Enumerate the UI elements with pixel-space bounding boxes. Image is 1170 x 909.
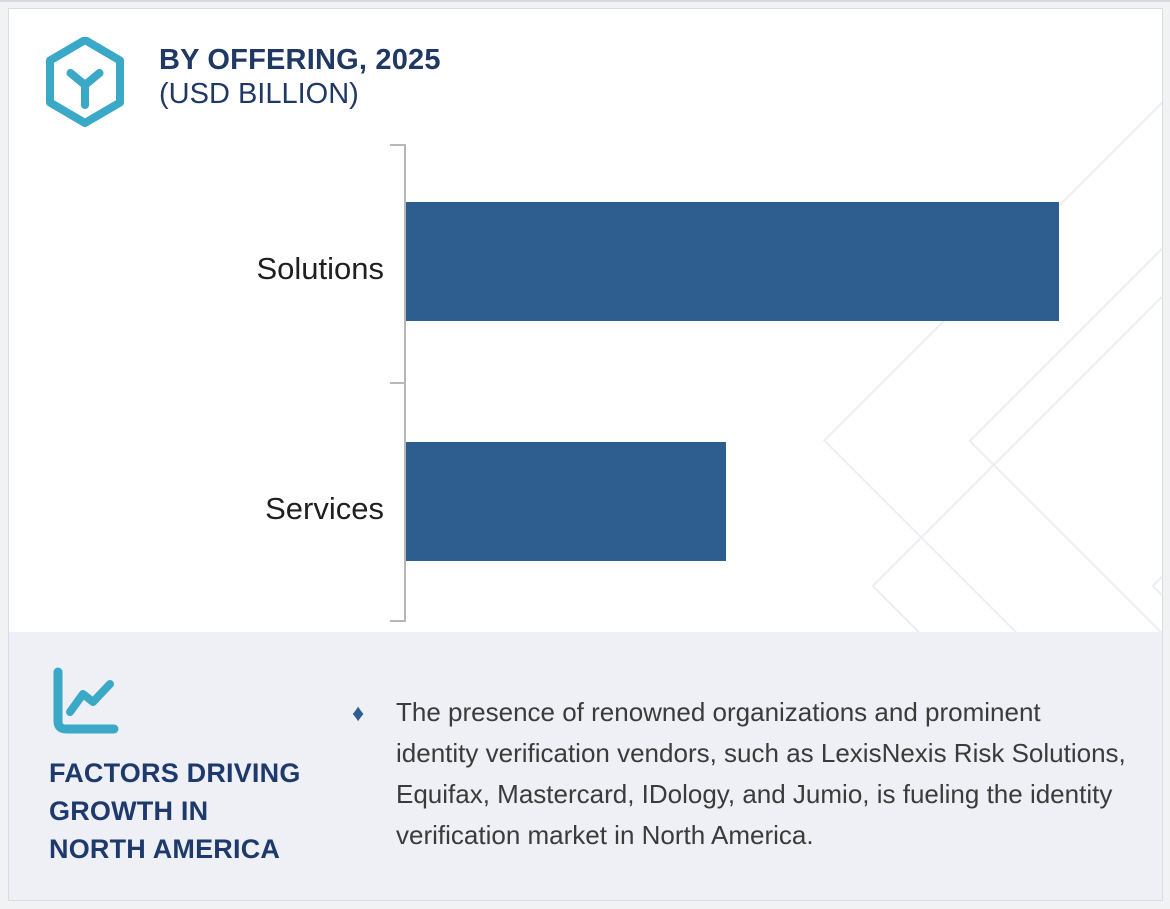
axis-tick [390,620,404,622]
factors-heading: FACTORS DRIVING GROWTH IN NORTH AMERICA [49,754,301,868]
factors-heading-line1: FACTORS DRIVING [49,758,301,788]
factors-heading-line3: NORTH AMERICA [49,834,281,864]
factors-panel: FACTORS DRIVING GROWTH IN NORTH AMERICA … [9,632,1162,900]
diamond-bullet-icon: ♦ [352,700,365,727]
category-label-services: Services [265,491,384,526]
bar-services [406,442,726,561]
infographic-card: BY OFFERING, 2025 (USD BILLION) Solution… [8,8,1163,901]
y-axis-line [404,144,406,622]
bar-solutions [406,202,1059,321]
hexagon-y-logo-icon [46,37,124,127]
card-content: BY OFFERING, 2025 (USD BILLION) Solution… [9,9,1162,900]
chart-title-line2: (USD BILLION) [159,78,359,110]
chart-title-line1: BY OFFERING, 2025 [159,44,441,76]
factors-heading-line2: GROWTH IN [49,796,209,826]
bars-area [406,144,1059,622]
page-top-divider [0,0,1170,2]
bar-chart [390,144,1064,622]
chart-title: BY OFFERING, 2025 (USD BILLION) [159,43,441,111]
axis-tick [390,382,404,384]
category-label-solutions: Solutions [256,251,384,286]
line-chart-icon [53,667,119,734]
factor-bullet-text: The presence of renowned organizations a… [396,697,1126,850]
axis-tick [390,144,404,146]
